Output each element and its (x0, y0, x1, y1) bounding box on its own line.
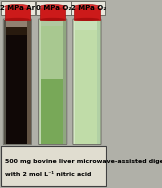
Bar (4, 20, 6, 144)
Bar (4, 20, 31, 144)
Bar (74, 8, 99, 20)
Ellipse shape (74, 5, 99, 9)
Text: with 2 mol L⁻¹ nitric acid: with 2 mol L⁻¹ nitric acid (5, 172, 92, 177)
Bar (41, 79, 63, 144)
Bar (39, 20, 41, 144)
Bar (73, 20, 75, 144)
Bar (75, 30, 97, 144)
Text: 2 MPa O₂: 2 MPa O₂ (71, 5, 106, 11)
Text: 500 mg bovine liver microwave-assisted digested: 500 mg bovine liver microwave-assisted d… (5, 158, 162, 164)
Bar (63, 20, 66, 144)
Ellipse shape (40, 5, 65, 9)
Bar (73, 20, 101, 144)
Ellipse shape (5, 18, 30, 21)
Bar (36, 1, 71, 15)
Ellipse shape (5, 5, 30, 9)
Bar (27, 20, 31, 144)
Bar (5, 8, 30, 20)
Bar (40, 8, 65, 20)
Bar (6, 35, 27, 144)
Ellipse shape (74, 18, 99, 21)
Bar (1, 146, 106, 186)
Bar (71, 1, 105, 15)
Bar (97, 20, 101, 144)
Text: 0 MPa O₂: 0 MPa O₂ (36, 5, 71, 11)
Bar (6, 27, 27, 35)
Bar (41, 26, 63, 79)
Bar (0, 1, 35, 15)
Bar (39, 20, 66, 144)
Text: 2 MPa Ar: 2 MPa Ar (0, 5, 35, 11)
Ellipse shape (40, 18, 65, 21)
